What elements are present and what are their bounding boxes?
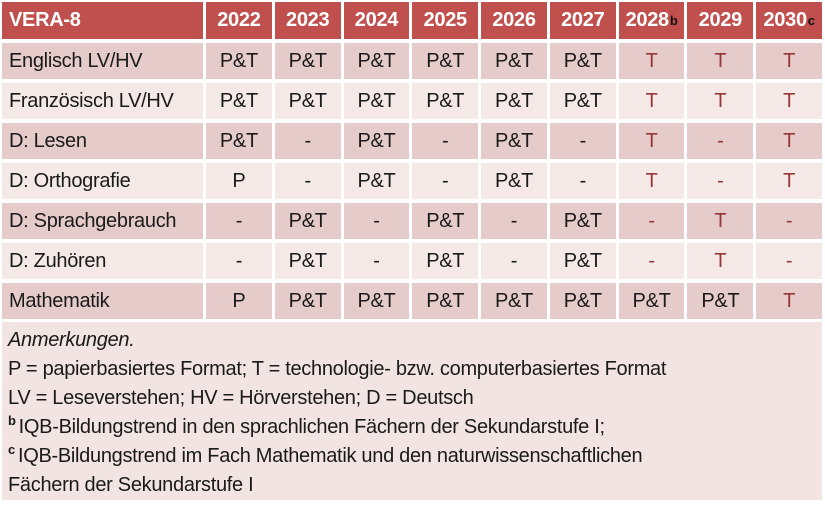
table-cell: P&T: [412, 283, 479, 319]
table-cell: P&T: [481, 283, 547, 319]
table-cell: P&T: [549, 283, 616, 319]
table-cell: P&T: [412, 43, 479, 79]
table-cell: P&T: [481, 43, 547, 79]
table-cell: P&T: [481, 123, 547, 159]
column-header-2025: 2025: [412, 2, 479, 39]
table-cell: T: [687, 243, 754, 279]
table-cell: P&T: [274, 203, 341, 239]
column-header-2030: 2030 c: [756, 2, 822, 39]
table-cell: -: [481, 243, 547, 279]
row-label: D: Sprachgebrauch: [2, 203, 203, 239]
footnote-marker-b: b: [8, 413, 16, 429]
table-cell: -: [549, 163, 616, 199]
table-cell: P&T: [274, 283, 341, 319]
row-label: Französisch LV/HV: [2, 83, 203, 119]
table-cell: T: [756, 43, 822, 79]
table-cell: -: [343, 243, 410, 279]
table-cell: P&T: [343, 283, 410, 319]
row-label: D: Orthografie: [2, 163, 203, 199]
table-cell: P&T: [481, 163, 547, 199]
table-cell: P&T: [343, 163, 410, 199]
table-cell: P&T: [687, 283, 754, 319]
table-cell: T: [618, 163, 685, 199]
table-cell: P&T: [549, 43, 616, 79]
table-cell: -: [549, 123, 616, 159]
note-line: LV = Leseverstehen; HV = Hörverstehen; D…: [8, 387, 474, 409]
table-cell: T: [687, 43, 754, 79]
table-cell: P&T: [549, 83, 616, 119]
table-cell: T: [618, 83, 685, 119]
table-cell: P&T: [549, 243, 616, 279]
column-header-2024: 2024: [343, 2, 410, 39]
table-cell: -: [343, 203, 410, 239]
table-cell: P&T: [343, 123, 410, 159]
table-cell: T: [756, 163, 822, 199]
table-cell: P: [206, 163, 272, 199]
table-cell: -: [206, 243, 272, 279]
table-cell: T: [687, 203, 754, 239]
table-cell: P&T: [412, 83, 479, 119]
table-cell: T: [618, 43, 685, 79]
table-cell: -: [756, 243, 822, 279]
table-cell: P&T: [206, 123, 272, 159]
table-cell: P&T: [618, 283, 685, 319]
note-line: b IQB-Bildungstrend in den sprachlichen F…: [8, 413, 605, 438]
table-cell: -: [618, 243, 685, 279]
notes-lines: P = papierbasiertes Format; T = technolo…: [8, 355, 814, 500]
vera8-schedule-table: VERA-8 2022 2023 2024 2025 2026 2027 2028 b 2029…: [2, 2, 822, 319]
table-cell: P&T: [206, 43, 272, 79]
column-header-2022: 2022: [206, 2, 272, 39]
table-title-cell: VERA-8: [2, 2, 203, 39]
table-cell: P&T: [549, 203, 616, 239]
column-header-2027: 2027: [549, 2, 616, 39]
table-cell: T: [687, 83, 754, 119]
table-cell: P&T: [206, 83, 272, 119]
table-cell: P&T: [274, 43, 341, 79]
table-cell: -: [481, 203, 547, 239]
table-cell: P&T: [343, 83, 410, 119]
table-cell: -: [274, 123, 341, 159]
column-header-2028: 2028 b: [618, 2, 685, 39]
column-header-2029: 2029: [687, 2, 754, 39]
notes-section: Anmerkungen. P = papierbasiertes Format;…: [2, 322, 822, 500]
row-label: D: Zuhören: [2, 243, 203, 279]
column-header-2023: 2023: [274, 2, 341, 39]
table-cell: -: [206, 203, 272, 239]
table-cell: P&T: [481, 83, 547, 119]
column-header-2026: 2026: [481, 2, 547, 39]
table-cell: P&T: [412, 243, 479, 279]
table-cell: T: [756, 83, 822, 119]
table-cell: -: [618, 203, 685, 239]
row-label: D: Lesen: [2, 123, 203, 159]
table-cell: P&T: [274, 243, 341, 279]
table-cell: P: [206, 283, 272, 319]
note-line: Fächern der Sekundarstufe I: [8, 474, 254, 496]
table-cell: -: [687, 123, 754, 159]
table-cell: T: [756, 283, 822, 319]
note-line: P = papierbasiertes Format; T = technolo…: [8, 358, 667, 380]
table-cell: T: [756, 123, 822, 159]
table-cell: -: [412, 163, 479, 199]
table-cell: P&T: [412, 203, 479, 239]
table-cell: -: [412, 123, 479, 159]
table-cell: -: [274, 163, 341, 199]
row-label: Englisch LV/HV: [2, 43, 203, 79]
footnote-marker-c: c: [8, 442, 15, 458]
table-cell: -: [756, 203, 822, 239]
notes-title: Anmerkungen.: [8, 329, 135, 351]
table-cell: P&T: [343, 43, 410, 79]
table-cell: T: [618, 123, 685, 159]
note-line: c IQB-Bildungstrend im Fach Mathematik un…: [8, 442, 643, 467]
table-cell: -: [687, 163, 754, 199]
table-cell: P&T: [274, 83, 341, 119]
row-label: Mathematik: [2, 283, 203, 319]
